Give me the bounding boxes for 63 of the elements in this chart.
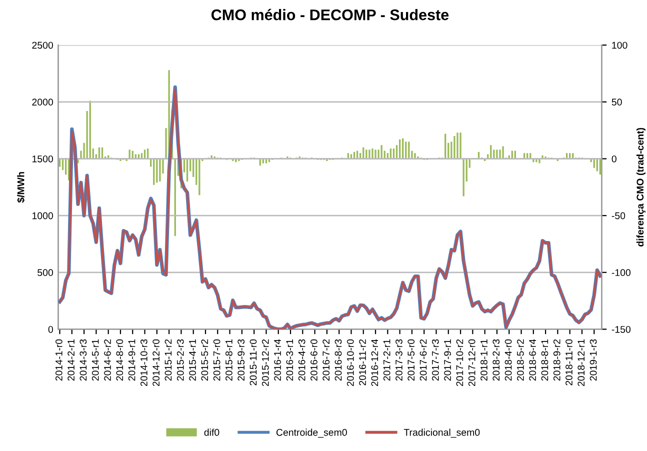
chart-title: CMO médio - DECOMP - Sudeste [211, 8, 449, 20]
x-tick-label: 2015-12-r2 [262, 339, 269, 386]
x-tick-label: 2018-11-r0 [566, 339, 572, 386]
x-tick-label: 2017-6-r2 [420, 339, 427, 381]
x-tick-label: 2019-1-r3 [590, 339, 597, 381]
x-tick-label: 2016-11-r2 [359, 339, 366, 386]
x-tick-label: 2015-7-r0 [213, 339, 220, 381]
y-tick-label: 2500 [32, 42, 53, 49]
y2-tick-label: -100 [612, 269, 631, 276]
x-tick-label: 2016-7-r2 [322, 339, 330, 381]
x-tick-label: 2018-8-r1 [541, 339, 548, 381]
x-tick-label: 2018-2-r3 [492, 339, 500, 381]
x-tick-label: 2017-9-r1 [444, 339, 451, 381]
x-tick-label: 2015-9-r3 [238, 339, 245, 381]
x-tick-label: 2014-1-r0 [55, 339, 62, 381]
x-tick-label: 2017-5-r0 [408, 339, 415, 381]
x-tick-label: 2017-7-r3 [432, 339, 439, 381]
x-tick-label: 2017-3-r3 [396, 339, 402, 381]
x-tick-label: 2016-1-r4 [274, 339, 281, 381]
x-tick-label: 2018-6-r4 [529, 339, 536, 381]
y-tick-label: 2000 [32, 98, 53, 106]
x-tick-label: 2016-8-r3 [334, 339, 342, 381]
x-tick-label: 2018-9-r2 [553, 339, 560, 381]
x-tick-label: 2014-3-r3 [80, 339, 87, 381]
x-tick-label: 2015-8-r1 [226, 339, 232, 381]
y2-tick-label: 0 [612, 155, 616, 162]
x-tick-label: 2016-6-r0 [310, 339, 318, 381]
y-tick-label: 1000 [32, 212, 53, 220]
y2-tick-label: -50 [612, 212, 626, 220]
x-tick-label: 2018-4-r0 [504, 339, 512, 381]
legend-label: Tradicional_sem0 [404, 428, 480, 438]
x-tick-label: 2014-2-r1 [68, 339, 75, 381]
x-tick-label: 2014-5-r1 [92, 339, 99, 381]
x-tick-label: 2018-12-r1 [578, 339, 585, 386]
x-tick-label: 2014-10-r3 [140, 339, 148, 386]
x-tick-label: 2017-10-r2 [456, 339, 464, 386]
x-tick-label: 2014-6-r2 [104, 339, 111, 381]
y2-tick-label: 100 [612, 42, 628, 49]
legend-label: dif0 [204, 428, 220, 436]
x-tick-label: 2015-2-r3 [176, 339, 184, 381]
x-tick-label: 2015-4-r1 [189, 339, 196, 381]
x-tick-label: 2016-10-r0 [346, 339, 354, 386]
x-tick-label: 2016-3-r1 [286, 339, 294, 381]
x-tick-label: 2015-1-r2 [164, 339, 172, 381]
legend-label: Centroide_sem0 [276, 428, 347, 438]
x-tick-label: 2018-1-r1 [480, 339, 488, 381]
y2-axis-title: diferença CMO (trad-cent) [636, 128, 646, 246]
x-tick-label: 2017-12-r0 [468, 339, 476, 386]
x-tick-label: 2014-12-r0 [152, 339, 160, 386]
x-tick-label: 2017-2-r1 [383, 339, 390, 381]
x-tick-label: 2018-5-r2 [516, 339, 524, 381]
y-tick-label: 1500 [32, 155, 53, 162]
x-tick-label: 2015-5-r2 [201, 339, 208, 381]
y2-tick-label: -150 [612, 326, 631, 333]
y-tick-label: 500 [38, 269, 53, 276]
y2-tick-label: 50 [612, 98, 622, 106]
y-axis-title: $/MWh [16, 172, 25, 203]
x-tick-label: 2015-11-r0 [250, 339, 257, 386]
y-tick-label: 0 [48, 326, 53, 333]
x-tick-label: 2014-8-r0 [116, 339, 124, 381]
x-tick-label: 2016-4-r3 [298, 339, 306, 381]
x-tick-label: 2016-12-r4 [371, 339, 378, 386]
x-tick-label: 2014-9-r1 [128, 339, 136, 381]
